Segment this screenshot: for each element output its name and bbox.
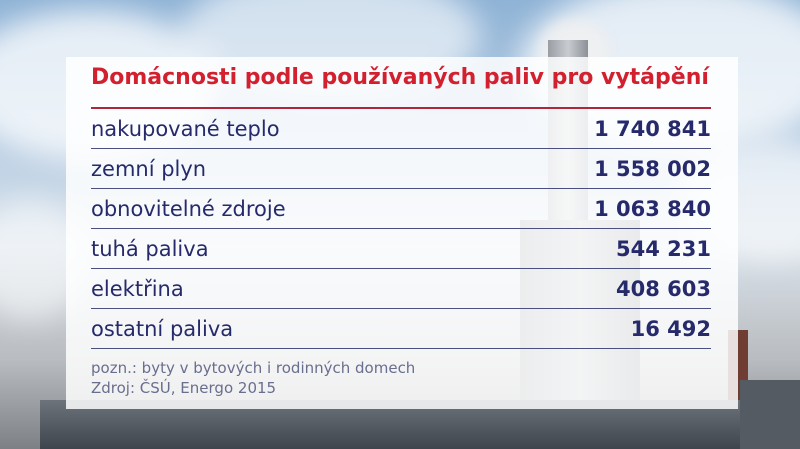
data-table: nakupované teplo 1 740 841 zemní plyn 1 …	[91, 109, 711, 349]
row-value: 1 740 841	[594, 116, 711, 141]
row-value: 1 063 840	[594, 196, 711, 221]
info-panel: Domácnosti podle používaných paliv pro v…	[66, 57, 738, 409]
panel-title: Domácnosti podle používaných paliv pro v…	[91, 65, 709, 90]
table-row: obnovitelné zdroje 1 063 840	[91, 189, 711, 229]
row-value: 544 231	[616, 236, 711, 261]
row-value: 16 492	[630, 316, 711, 341]
table-row: zemní plyn 1 558 002	[91, 149, 711, 189]
source-note: Zdroj: ČSÚ, Energo 2015	[91, 379, 277, 397]
row-label: ostatní paliva	[91, 316, 234, 341]
table-row: tuhá paliva 544 231	[91, 229, 711, 269]
factory-building	[740, 380, 800, 449]
row-value: 1 558 002	[594, 156, 711, 181]
table-row: nakupované teplo 1 740 841	[91, 109, 711, 149]
row-label: elektřina	[91, 276, 184, 301]
row-label: tuhá paliva	[91, 236, 209, 261]
row-label: zemní plyn	[91, 156, 207, 181]
title-divider	[91, 107, 711, 109]
row-value: 408 603	[616, 276, 711, 301]
footnote: pozn.: byty v bytových i rodinných domec…	[91, 359, 416, 377]
row-label: obnovitelné zdroje	[91, 196, 286, 221]
table-row: ostatní paliva 16 492	[91, 309, 711, 349]
table-row: elektřina 408 603	[91, 269, 711, 309]
row-label: nakupované teplo	[91, 116, 280, 141]
